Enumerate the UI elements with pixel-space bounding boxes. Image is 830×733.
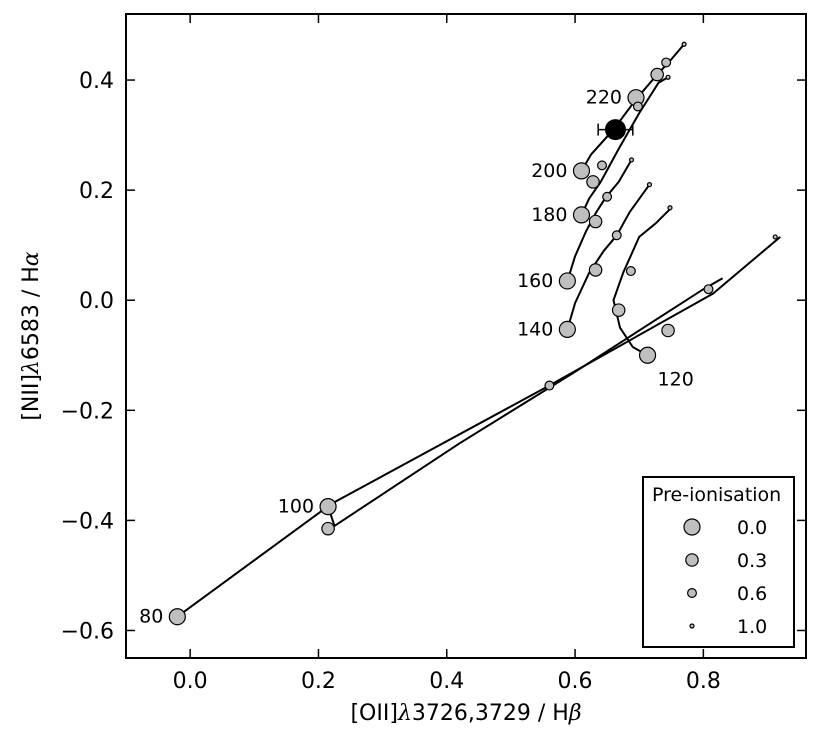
marker-180-3	[665, 74, 671, 80]
x-tick-label-1: 0.2	[301, 669, 336, 694]
marker-180-0	[572, 206, 591, 224]
marker-120-0	[638, 346, 657, 364]
marker-160-0	[558, 272, 576, 290]
y-tick-label-4: 0.2	[79, 179, 114, 204]
observed-data-point	[597, 119, 634, 141]
y-tick-label-5: 0.4	[79, 69, 114, 94]
legend-marker-0	[683, 518, 701, 536]
marker-80-1	[544, 380, 555, 391]
velocity-annotations: 80 100 120 140 160 180 200 220	[139, 87, 694, 628]
marker-220-3	[632, 101, 643, 112]
legend: Pre-ionisation 0.0 0.3 0.6 1.0	[642, 476, 795, 648]
marker-80-0	[168, 608, 186, 626]
marker-100-1	[321, 521, 335, 536]
curve-180	[580, 76, 669, 216]
legend-box	[642, 476, 795, 648]
curve-120	[612, 207, 673, 357]
x-tick-label-4: 0.8	[686, 669, 721, 694]
x-axis-ticks: 0.0 0.2 0.4 0.6 0.8	[173, 14, 721, 694]
y-tick-label-2: −0.2	[61, 399, 114, 424]
marker-80-2	[772, 234, 778, 240]
legend-label-3: 1.0	[737, 616, 767, 638]
marker-160-1	[588, 263, 603, 277]
preionisation-markers	[168, 41, 778, 626]
annotation-80: 80	[139, 606, 163, 628]
x-tick-label-0: 0.0	[173, 669, 208, 694]
marker-200-2	[596, 160, 607, 171]
legend-marker-1	[685, 553, 699, 567]
legend-marker-2	[686, 587, 697, 598]
curve-140	[566, 184, 651, 330]
legend-label-2: 0.6	[737, 583, 767, 605]
annotation-100: 100	[278, 496, 314, 518]
marker-120-2	[667, 205, 673, 211]
y-tick-label-3: 0.0	[79, 289, 114, 314]
marker-100-2	[703, 284, 714, 295]
marker-200-1	[586, 175, 600, 189]
x-tick-label-3: 0.6	[558, 669, 593, 694]
x-axis-title: [OII]λ3726,3729 / Hβ	[350, 701, 581, 726]
marker-180-1	[588, 214, 603, 229]
annotation-140: 140	[517, 318, 553, 340]
x-tick-label-2: 0.4	[429, 669, 464, 694]
observation-point	[604, 119, 626, 141]
marker-220-2	[661, 57, 672, 68]
marker-140-2	[625, 266, 636, 277]
annotation-120: 120	[658, 368, 694, 390]
marker-200-3	[681, 41, 687, 47]
annotation-180: 180	[531, 204, 567, 226]
marker-220-1	[650, 67, 664, 82]
marker-140-0	[558, 320, 576, 338]
marker-160-3	[628, 157, 635, 163]
marker-180-2	[602, 191, 613, 202]
legend-entries: 0.0 0.3 0.6 1.0	[683, 517, 767, 638]
annotation-220: 220	[586, 87, 622, 109]
y-tick-label-0: −0.6	[61, 619, 114, 644]
legend-label-0: 0.0	[737, 517, 767, 539]
marker-140-1	[611, 303, 626, 317]
y-axis-title: [NII]λ6583 / Hα	[19, 251, 44, 421]
annotation-160: 160	[517, 270, 553, 292]
marker-200-0	[572, 162, 591, 180]
plot-area-frame	[125, 13, 807, 659]
marker-160-2	[611, 230, 622, 241]
legend-label-1: 0.3	[737, 550, 767, 572]
y-axis-ticks: −0.6 −0.4 −0.2 0.0 0.2 0.4	[61, 69, 806, 644]
legend-title: Pre-ionisation	[652, 484, 781, 506]
curve-160	[566, 159, 633, 282]
y-tick-label-1: −0.4	[61, 509, 114, 534]
legend-marker-3	[689, 623, 695, 629]
marker-120-1	[661, 323, 675, 338]
marker-140-3	[646, 182, 653, 188]
marker-100-0	[319, 498, 337, 516]
annotation-200: 200	[531, 160, 567, 182]
